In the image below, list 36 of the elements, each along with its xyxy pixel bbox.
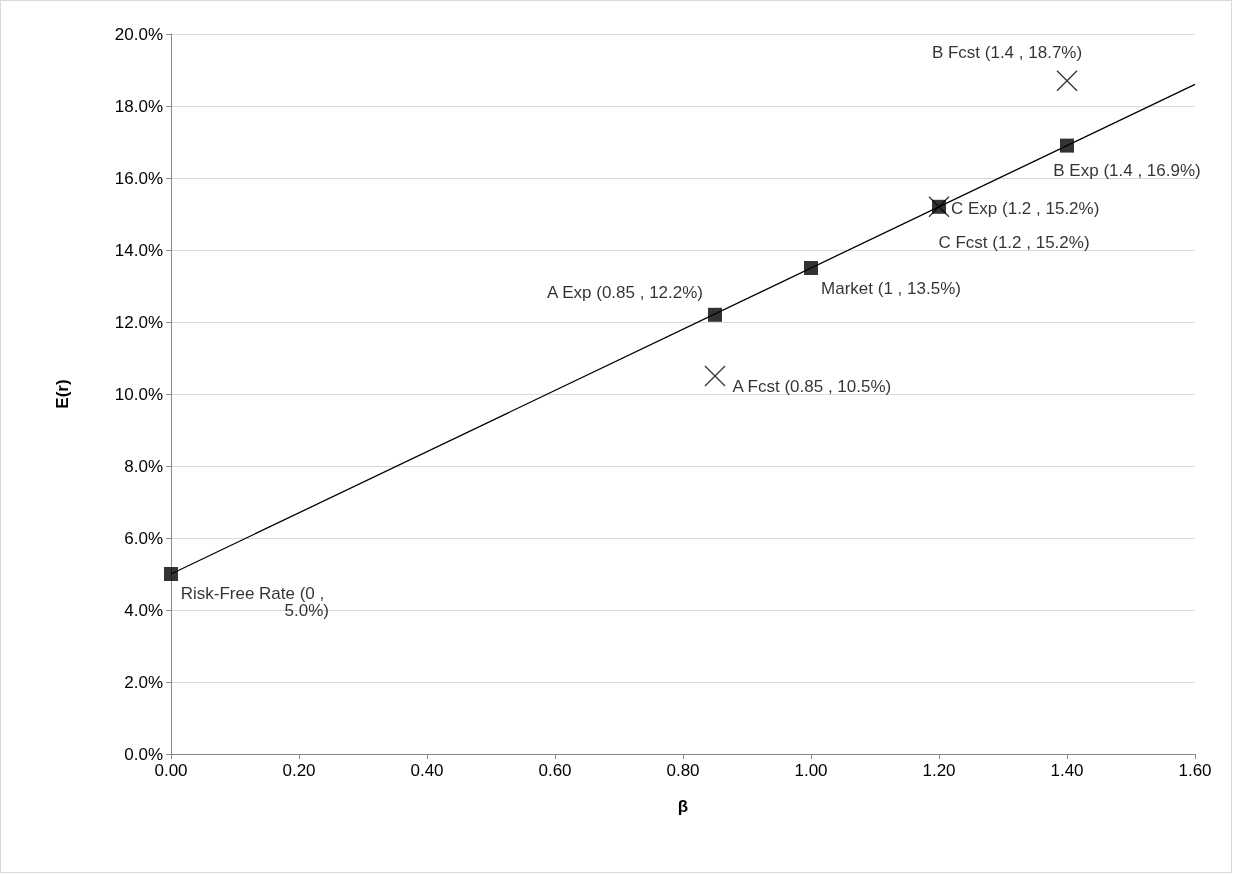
point [708,307,722,322]
x-tick-label: 1.60 [1178,761,1212,780]
y-tick-label: 8.0% [124,456,163,476]
point [1060,138,1074,153]
y-tick-label: 0.0% [124,744,163,764]
x-tick-label: 0.60 [538,761,572,780]
y-tick-label: 14.0% [114,240,163,260]
data-label: C Fcst (1.2 , 15.2%) [938,233,1090,253]
y-tick-label: 18.0% [114,96,163,116]
y-tick-label: 2.0% [124,672,163,692]
data-label: Risk-Free Rate (0 , 5.0%) [180,584,329,620]
data-label: B Exp (1.4 , 16.9%) [1053,160,1201,180]
x-tick-label: 1.40 [1050,761,1084,780]
y-axis-title: E(r) [53,379,72,409]
data-label: A Exp (0.85 , 12.2%) [547,283,703,303]
x-tick-label: 0.00 [154,761,188,780]
y-tick-label: 20.0% [114,24,163,44]
y-tick-label: 4.0% [124,600,163,620]
y-tick-label: 10.0% [114,384,163,404]
point [804,261,818,275]
y-tick-label: 12.0% [114,312,163,332]
y-tick-label: 16.0% [114,168,163,188]
point [1056,70,1078,92]
data-label: A Fcst (0.85 , 10.5%) [732,376,892,396]
data-label: C Exp (1.2 , 15.2%) [951,199,1100,219]
x-tick-label: 0.80 [666,761,700,780]
x-tick-label: 0.20 [282,761,316,780]
x-tick-label: 1.20 [922,761,956,780]
point [704,365,726,387]
data-label: B Fcst (1.4 , 18.7%) [931,43,1083,63]
point [164,567,178,581]
y-tick-label: 6.0% [124,528,163,548]
x-axis-title: β [677,797,689,816]
x-tick-label: 1.00 [794,761,828,780]
data-label: Market (1 , 13.5%) [821,279,961,298]
x-tick-label: 0.40 [410,761,444,780]
